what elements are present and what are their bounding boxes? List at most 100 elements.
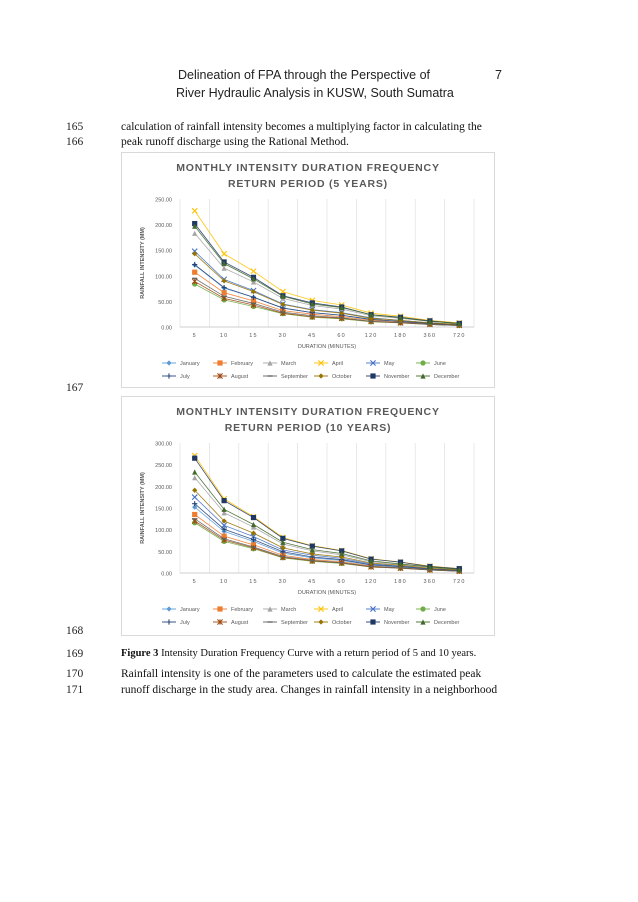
legend-entry: March [263,606,296,613]
y-axis-label: RAINFALL INTENSITY (MM) [140,227,146,299]
data-point [221,526,227,532]
series-line [194,210,460,324]
data-point [192,455,198,461]
legend-marker [318,619,324,625]
page-number: 7 [495,68,502,82]
legend-label: February [231,361,253,367]
legend-entry: September [263,620,308,626]
data-point [221,260,227,267]
legend-marker [166,606,172,612]
legend-label: November [384,374,410,380]
chart-svg: MONTHLY INTENSITY DURATION FREQUENCY RETU… [140,162,475,380]
data-point [192,487,198,493]
data-point [368,312,374,318]
data-point [280,539,286,545]
y-tick-label: 0.00 [161,326,172,332]
data-point [339,550,345,557]
series-line [194,225,460,324]
series-line [194,496,460,571]
data-point [280,293,286,299]
data-point [221,278,227,284]
idf-chart-5-years: MONTHLY INTENSITY DURATION FREQUENCY RETU… [121,152,495,388]
legend-marker [166,373,172,379]
data-point [250,542,257,548]
body-text-line: Rainfall intensity is one of the paramet… [121,668,482,680]
data-point [309,547,315,553]
chart-title: MONTHLY INTENSITY DURATION FREQUENCY [176,162,440,174]
legend-marker [217,373,223,379]
legend-marker [420,619,426,625]
legend-label: April [332,361,343,367]
legend-marker [166,360,172,366]
data-point [309,307,315,313]
legend-entry: August [213,373,249,380]
legend-entry: August [213,619,249,626]
legend-label: August [231,374,249,380]
legend-entry: June [416,360,446,367]
y-tick-label: 0.00 [161,572,172,578]
legend-entry: March [263,360,296,367]
y-tick-label: 50.00 [158,550,172,556]
legend-entry: February [213,606,253,613]
x-tick-label: 120 [365,579,378,585]
legend-label: September [281,620,308,626]
figure-caption: Figure 3 Intensity Duration Frequency Cu… [121,648,476,659]
legend-marker [370,619,376,625]
data-point [250,289,257,295]
data-point [456,566,462,573]
data-point [250,537,257,543]
legend-entry: September [263,374,308,380]
body-text-line: calculation of rainfall intensity become… [121,121,482,133]
data-point [192,230,198,236]
data-point [250,279,257,285]
line-number: 169 [66,648,84,660]
data-point [397,561,404,567]
y-tick-label: 250.00 [155,198,172,204]
series-line [194,477,460,570]
legend-entry: November [366,619,410,626]
legend-entry: June [416,606,446,613]
data-point [221,510,227,516]
y-tick-label: 100.00 [155,274,172,280]
x-axis-label: DURATION (MINUTES) [298,590,356,596]
x-tick-label: 30 [279,333,288,339]
idf-chart-10-years: MONTHLY INTENSITY DURATION FREQUENCY RETU… [121,396,495,636]
running-header-line2: River Hydraulic Analysis in KUSW, South … [176,86,454,100]
chart-title: MONTHLY INTENSITY DURATION FREQUENCY [176,406,440,418]
series-line [194,264,460,326]
legend-marker [420,360,426,366]
chart-title: RETURN PERIOD (5 YEARS) [228,178,388,190]
data-point [250,533,257,540]
legend-marker [370,606,376,612]
legend-entry: December [416,619,460,626]
x-tick-label: 5 [193,579,197,585]
legend-marker [318,360,324,366]
data-point [192,223,198,229]
data-point [192,511,198,518]
x-tick-label: 60 [337,579,346,585]
figure-label: Figure 3 [121,648,159,659]
legend-marker [217,360,223,366]
legend-label: December [434,374,460,380]
y-tick-label: 150.00 [155,507,172,513]
x-tick-label: 180 [394,333,407,339]
legend-entry: April [314,606,343,613]
series-december [192,223,462,327]
x-axis-label: DURATION (MINUTES) [298,344,356,350]
data-point [221,506,227,512]
legend-label: December [434,620,460,626]
series-line [194,489,460,571]
legend-marker [267,606,273,612]
series-line [194,503,460,571]
legend-entry: May [366,606,395,613]
x-tick-label: 60 [337,333,346,339]
legend-label: July [180,374,190,380]
legend-label: August [231,620,249,626]
data-point [221,522,228,529]
legend-marker [318,606,324,612]
x-tick-label: 10 [220,579,229,585]
legend-marker [420,373,426,379]
x-tick-label: 30 [279,579,288,585]
line-number: 166 [66,136,84,148]
x-tick-label: 360 [424,333,437,339]
